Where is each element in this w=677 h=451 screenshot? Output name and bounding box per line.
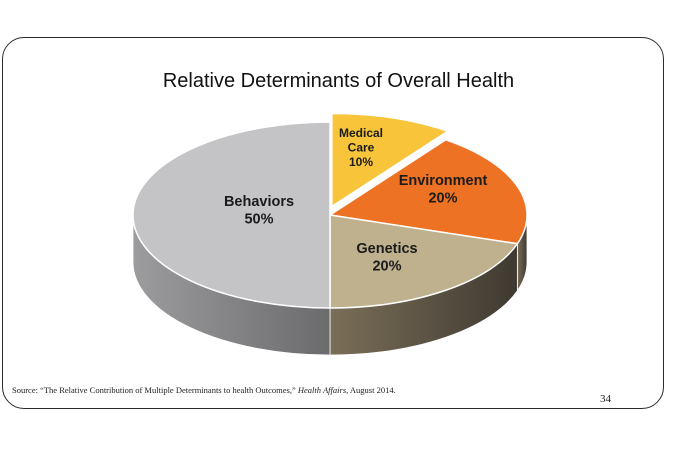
pie-label-line: Care: [348, 140, 375, 154]
source-prefix: Source: “The Relative Contribution of Mu…: [12, 385, 298, 395]
pie-label-line: 20%: [372, 258, 401, 274]
pie-label-line: Medical: [339, 126, 383, 140]
source-citation: Source: “The Relative Contribution of Mu…: [12, 385, 396, 395]
pie-slice-genetics: [329, 214, 519, 309]
pie-label-line: 50%: [244, 211, 273, 227]
pie-slice-behaviors: [132, 121, 331, 309]
pie-slice-environment: [327, 138, 528, 245]
pie-label-environment: Environment 20%: [399, 173, 488, 206]
pie-label-line: Environment: [399, 173, 488, 189]
source-suffix: , August 2014.: [346, 385, 396, 395]
pie-label-line: 20%: [428, 190, 457, 206]
source-journal: Health Affairs: [297, 385, 347, 395]
pie-label-line: Behaviors: [224, 194, 294, 210]
pie-label-behaviors: Behaviors 50%: [224, 194, 294, 227]
pie-label-medical-care: Medical Care 10%: [339, 126, 383, 169]
page-number: 34: [600, 393, 611, 405]
pie-slice-medical-care: [331, 112, 450, 208]
pie-label-genetics: Genetics 20%: [356, 241, 417, 274]
pie-label-line: 10%: [349, 155, 373, 169]
pie-label-line: Genetics: [356, 241, 417, 257]
chart-title: Relative Determinants of Overall Health: [162, 70, 515, 92]
